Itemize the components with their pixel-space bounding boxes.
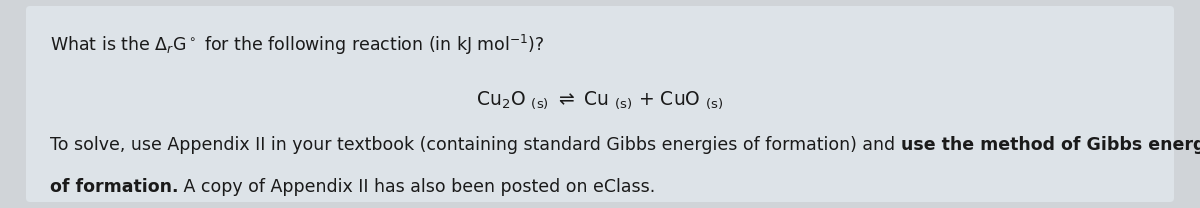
Text: What is the $\Delta_r$G$^\circ$ for the following reaction (in kJ mol$^{-1}$)?: What is the $\Delta_r$G$^\circ$ for the … (50, 33, 545, 57)
Text: of formation.: of formation. (50, 178, 179, 196)
Text: use the method of Gibbs energy: use the method of Gibbs energy (901, 136, 1200, 154)
Text: Cu$_2$O $_{\sf (s)}$ $\rightleftharpoons$ Cu $_{\sf (s)}$ + CuO $_{\sf (s)}$: Cu$_2$O $_{\sf (s)}$ $\rightleftharpoons… (476, 90, 724, 111)
FancyBboxPatch shape (26, 6, 1174, 202)
Text: A copy of Appendix II has also been posted on eClass.: A copy of Appendix II has also been post… (179, 178, 655, 196)
Text: To solve, use Appendix II in your textbook (containing standard Gibbs energies o: To solve, use Appendix II in your textbo… (50, 136, 901, 154)
